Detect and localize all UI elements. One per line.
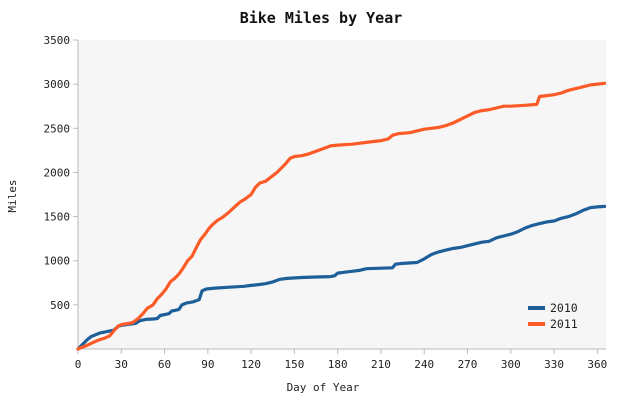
- y-tick-label: 1000: [44, 255, 71, 268]
- plot-area: [78, 40, 606, 349]
- y-tick-label: 3500: [44, 34, 71, 47]
- x-tick-label: 60: [158, 358, 171, 371]
- x-tick-label: 0: [75, 358, 82, 371]
- x-tick-label: 180: [328, 358, 348, 371]
- legend-label-2010: 2010: [550, 301, 578, 315]
- chart-title: Bike Miles by Year: [240, 9, 403, 27]
- legend-label-2011: 2011: [550, 317, 578, 331]
- series-line-2011: [76, 81, 607, 351]
- x-tick-label: 330: [544, 358, 564, 371]
- y-axis-title: Miles: [6, 179, 19, 212]
- series-layer: [76, 81, 607, 351]
- y-tick-label: 3000: [44, 78, 71, 91]
- x-axis-title: Day of Year: [287, 381, 360, 394]
- y-tick-label: 2000: [44, 166, 71, 179]
- x-tick-label: 210: [371, 358, 391, 371]
- y-tick-label: 500: [50, 299, 70, 312]
- x-tick-label: 360: [587, 358, 607, 371]
- y-tick-label: 2500: [44, 122, 71, 135]
- x-tick-label: 150: [284, 358, 304, 371]
- x-axis-ticks: 0 30 60 90 120 150 180 210 240 270 300 330 360: [75, 349, 607, 371]
- y-axis-ticks: 500 1000 1500 2000 2500 3000 3500: [44, 34, 78, 312]
- legend: 2010 2011: [528, 301, 578, 331]
- series-line-2010: [76, 204, 607, 351]
- x-tick-label: 240: [414, 358, 434, 371]
- y-tick-label: 1500: [44, 211, 71, 224]
- axes: [77, 40, 606, 350]
- x-tick-label: 120: [241, 358, 261, 371]
- x-tick-label: 90: [201, 358, 214, 371]
- x-tick-label: 300: [501, 358, 521, 371]
- x-tick-label: 30: [115, 358, 128, 371]
- x-tick-label: 270: [458, 358, 478, 371]
